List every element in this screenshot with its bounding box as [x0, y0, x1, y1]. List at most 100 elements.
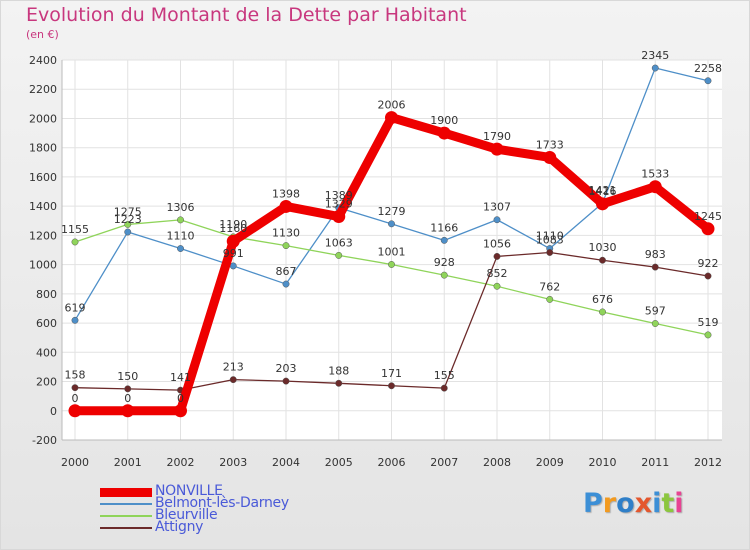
- y-tick-label: 1400: [29, 200, 57, 213]
- data-point-bleurville: [704, 331, 712, 339]
- data-label-attigny: 203: [276, 362, 297, 375]
- data-point-belmont-l-s-darney: [704, 77, 712, 85]
- x-tick-label: 2011: [641, 456, 669, 469]
- data-label-belmont-l-s-darney: 1421: [589, 184, 617, 197]
- data-point-attigny: [229, 376, 237, 384]
- data-point-nonville: [596, 197, 609, 211]
- data-label-belmont-l-s-darney: 1389: [325, 189, 353, 202]
- data-point-belmont-l-s-darney: [493, 216, 501, 224]
- data-point-belmont-l-s-darney: [282, 280, 290, 288]
- data-point-attigny: [651, 263, 659, 271]
- data-point-attigny: [546, 249, 554, 256]
- y-tick-label: 1200: [29, 229, 57, 242]
- y-tick-label: 1000: [29, 259, 57, 272]
- data-label-attigny: 155: [434, 369, 455, 382]
- data-label-belmont-l-s-darney: 1110: [167, 230, 195, 243]
- legend-label: Attigny: [155, 519, 204, 535]
- data-point-belmont-l-s-darney: [651, 64, 659, 72]
- data-label-bleurville: 1001: [378, 245, 406, 258]
- x-tick-label: 2008: [483, 456, 511, 469]
- data-label-attigny: 150: [117, 370, 138, 383]
- data-label-nonville: 1160: [219, 222, 247, 235]
- data-point-bleurville: [177, 216, 184, 224]
- data-point-attigny: [440, 384, 448, 392]
- data-label-nonville: 1416: [589, 185, 617, 198]
- data-label-attigny: 1030: [589, 241, 617, 254]
- data-label-nonville: 1733: [536, 138, 564, 151]
- x-tick-label: 2004: [272, 456, 300, 469]
- data-label-attigny: 1056: [483, 237, 511, 250]
- data-point-nonville: [279, 199, 293, 213]
- data-label-attigny: 922: [698, 257, 719, 270]
- data-point-nonville: [174, 404, 187, 418]
- data-point-belmont-l-s-darney: [440, 236, 448, 244]
- y-tick-label: 2200: [29, 83, 57, 96]
- data-point-bleurville: [651, 320, 659, 327]
- data-label-nonville: 1533: [641, 168, 669, 181]
- data-point-nonville: [701, 222, 715, 236]
- proxiti-logo: Proxiti: [583, 488, 684, 519]
- y-tick-label: -200: [32, 434, 57, 447]
- legend-label: Belmont-lès-Darney: [155, 495, 289, 511]
- data-label-belmont-l-s-darney: 867: [276, 265, 297, 278]
- data-point-bleurville: [282, 242, 290, 250]
- x-tick-label: 2007: [430, 456, 458, 469]
- legend-label: NONVILLE: [155, 483, 223, 499]
- data-point-belmont-l-s-darney: [71, 316, 79, 324]
- data-point-bleurville: [493, 282, 501, 290]
- data-label-belmont-l-s-darney: 1166: [430, 221, 458, 234]
- data-point-belmont-l-s-darney: [229, 262, 237, 270]
- y-tick-label: 200: [36, 376, 57, 389]
- x-tick-label: 2001: [114, 456, 142, 469]
- data-label-bleurville: 762: [539, 280, 560, 293]
- data-label-bleurville: 597: [645, 305, 666, 318]
- data-point-nonville: [437, 126, 451, 140]
- legend-label: Bleurville: [155, 507, 218, 523]
- data-label-bleurville: 1306: [167, 201, 195, 214]
- data-point-bleurville: [335, 251, 343, 259]
- data-point-nonville: [648, 180, 662, 194]
- data-label-nonville: 1329: [325, 198, 353, 211]
- legend-swatch: [100, 515, 152, 517]
- data-label-belmont-l-s-darney: 1223: [114, 213, 142, 226]
- data-point-nonville: [385, 111, 398, 125]
- data-point-bleurville: [71, 238, 79, 246]
- y-tick-label: 2000: [29, 112, 57, 125]
- data-label-belmont-l-s-darney: 619: [65, 301, 86, 314]
- data-label-belmont-l-s-darney: 2258: [694, 62, 722, 75]
- x-tick-label: 2002: [167, 456, 195, 469]
- data-point-bleurville: [388, 261, 395, 268]
- data-label-nonville: 1245: [694, 210, 722, 223]
- data-label-nonville: 0: [124, 392, 131, 405]
- legend-swatch: [100, 527, 152, 529]
- data-point-nonville: [543, 150, 557, 164]
- data-point-bleurville: [124, 220, 132, 228]
- y-tick-label: 400: [36, 346, 57, 359]
- x-tick-label: 2006: [378, 456, 406, 469]
- chart-subtitle: (en €): [26, 28, 59, 41]
- data-label-belmont-l-s-darney: 1279: [378, 205, 406, 218]
- data-label-belmont-l-s-darney: 1110: [536, 230, 564, 243]
- data-point-attigny: [599, 256, 606, 264]
- data-label-bleurville: 852: [487, 267, 508, 280]
- data-label-nonville: 1398: [272, 187, 300, 200]
- data-point-attigny: [124, 385, 132, 393]
- data-point-belmont-l-s-darney: [388, 220, 395, 228]
- data-label-attigny: 158: [65, 369, 86, 382]
- x-tick-label: 2003: [219, 456, 247, 469]
- data-label-bleurville: 1190: [219, 218, 247, 231]
- data-label-attigny: 188: [328, 364, 349, 377]
- y-tick-label: 2400: [29, 54, 57, 67]
- data-label-bleurville: 928: [434, 256, 455, 269]
- data-label-nonville: 1790: [483, 130, 511, 143]
- x-tick-label: 2010: [589, 456, 617, 469]
- data-label-attigny: 213: [223, 361, 244, 374]
- y-tick-label: 800: [36, 288, 57, 301]
- data-point-nonville: [68, 404, 82, 418]
- x-tick-label: 2000: [61, 456, 89, 469]
- data-point-belmont-l-s-darney: [177, 245, 184, 252]
- data-label-belmont-l-s-darney: 991: [223, 247, 244, 260]
- data-point-nonville: [121, 404, 135, 418]
- data-point-nonville: [490, 142, 504, 156]
